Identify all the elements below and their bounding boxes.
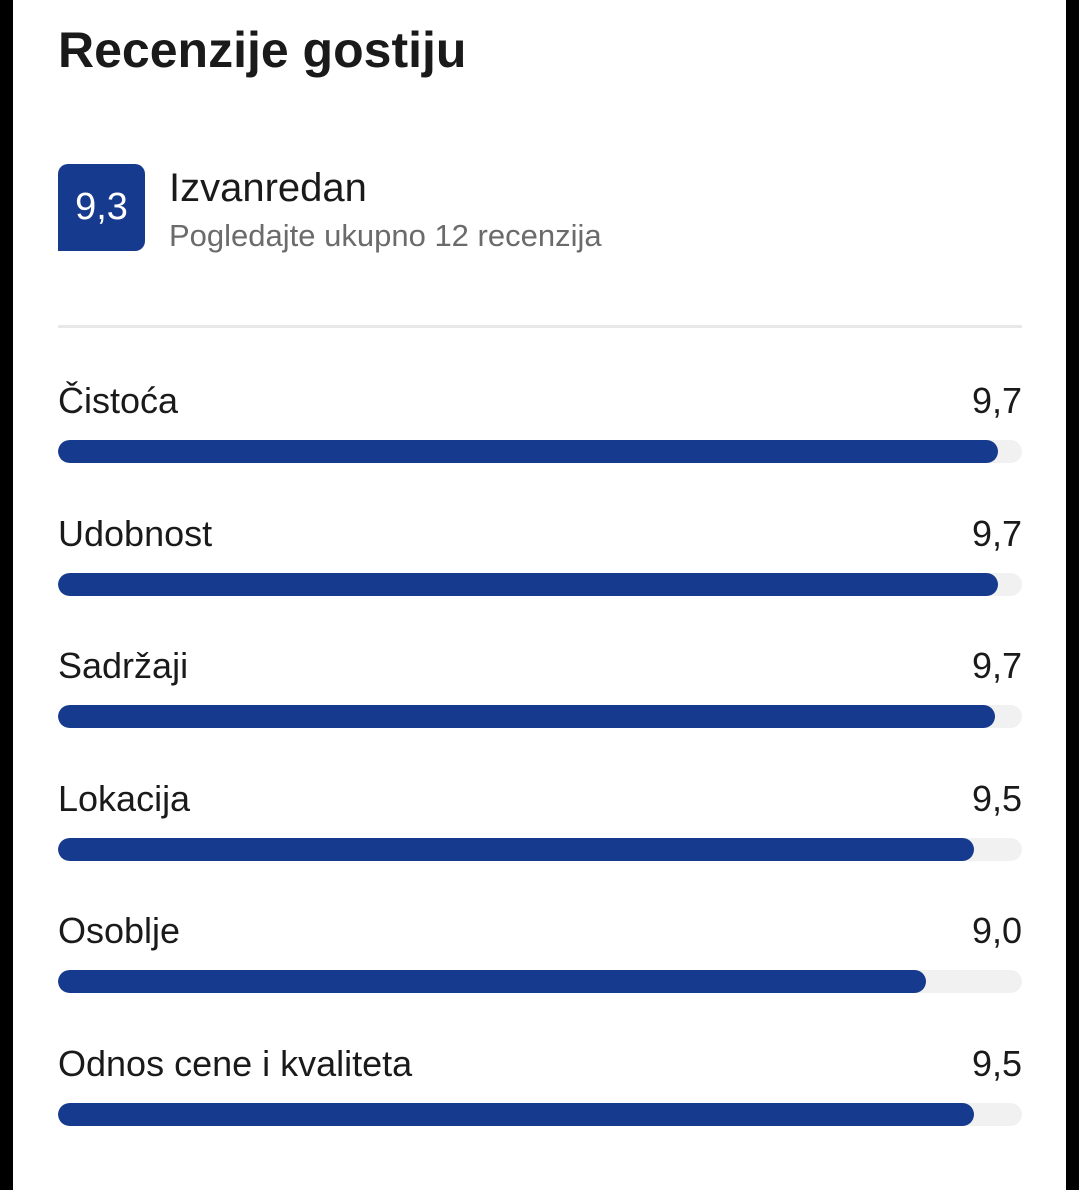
page-title: Recenzije gostiju xyxy=(58,22,467,78)
guest-reviews-card: Recenzije gostiju 9,3 Izvanredan Pogleda… xyxy=(13,0,1066,1190)
category-label: Lokacija xyxy=(58,777,191,819)
category-score: 9,7 xyxy=(971,645,1022,686)
category-label: Odnos cene i kvaliteta xyxy=(58,1042,413,1084)
category-score: 9,0 xyxy=(971,910,1022,951)
divider xyxy=(58,325,1022,328)
review-summary[interactable]: 9,3 Izvanredan Pogledajte ukupno 12 rece… xyxy=(58,164,1018,254)
category-label: Osoblje xyxy=(58,910,181,951)
rating-bar-fill xyxy=(58,837,974,861)
rating-bar-fill xyxy=(58,1102,974,1126)
category-rating-value-for-money: Odnos cene i kvaliteta 9,5 xyxy=(58,1038,1022,1171)
rating-bar-track xyxy=(58,970,1022,993)
category-rating-staff: Osoblje 9,0 xyxy=(58,905,1022,1038)
rating-bar-fill xyxy=(58,970,926,993)
category-label: Sadržaji xyxy=(58,645,189,686)
rating-verdict: Izvanredan xyxy=(169,166,367,210)
category-ratings-list: Čistoća 9,7 Udobnost 9,7 Sadržaji 9,7 Lo… xyxy=(58,375,1022,1170)
rating-bar-track xyxy=(58,1102,1022,1126)
rating-bar-fill xyxy=(58,705,995,728)
category-score: 9,7 xyxy=(971,380,1022,421)
overall-score-badge: 9,3 xyxy=(58,164,145,251)
category-label: Čistoća xyxy=(58,380,179,421)
rating-bar-fill xyxy=(58,440,998,463)
category-label: Udobnost xyxy=(58,512,213,554)
rating-bar-track xyxy=(58,705,1022,728)
category-rating-location: Lokacija 9,5 xyxy=(58,773,1022,906)
rating-bar-track xyxy=(58,440,1022,463)
category-rating-comfort: Udobnost 9,7 xyxy=(58,508,1022,641)
all-reviews-link[interactable]: Pogledajte ukupno 12 recenzija xyxy=(169,218,602,253)
category-score: 9,7 xyxy=(971,512,1022,554)
category-score: 9,5 xyxy=(971,777,1022,819)
rating-bar-track xyxy=(58,572,1022,596)
category-rating-facilities: Sadržaji 9,7 xyxy=(58,640,1022,773)
rating-bar-fill xyxy=(58,572,998,596)
rating-bar-track xyxy=(58,837,1022,861)
category-score: 9,5 xyxy=(971,1042,1022,1084)
category-rating-cleanliness: Čistoća 9,7 xyxy=(58,375,1022,508)
